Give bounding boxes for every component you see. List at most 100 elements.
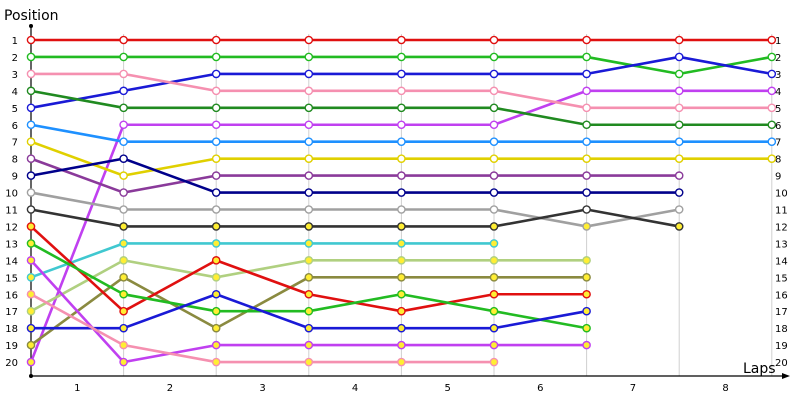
y-tick-label-left: 13: [5, 239, 18, 250]
series-point: [397, 256, 406, 265]
series-point: [582, 69, 591, 79]
y-tick-label-left: 7: [12, 138, 18, 149]
x-tick-label: 2: [167, 383, 173, 394]
y-tick-label-right: 3: [775, 70, 781, 81]
series-line: [26, 154, 684, 197]
series-point: [674, 222, 684, 231]
series-point: [26, 340, 36, 350]
series-point: [489, 120, 499, 130]
series-point: [489, 86, 499, 96]
series-point: [119, 188, 128, 197]
series-point: [489, 52, 499, 62]
series-point: [119, 323, 128, 333]
x-tick-label: 7: [630, 383, 636, 394]
series-point: [211, 357, 221, 367]
series-point: [304, 137, 314, 146]
y-tick-label-right: 14: [775, 256, 788, 267]
series-point: [304, 239, 314, 248]
series-line: [26, 188, 684, 231]
y-tick-label-right: 7: [775, 138, 781, 149]
y-tick-label-left: 17: [5, 307, 18, 318]
series-path: [30, 191, 680, 228]
series-point: [304, 188, 314, 197]
series-point: [304, 289, 314, 299]
y-tick-label-left: 8: [12, 155, 18, 166]
y-tick-label-left: 11: [5, 206, 18, 217]
series-point: [304, 340, 314, 350]
series-line: [26, 86, 777, 130]
series-line: [26, 289, 499, 367]
series-point: [489, 69, 499, 79]
y-tick-label-right: 10: [775, 189, 788, 200]
series-line: [26, 256, 591, 367]
series-point: [304, 205, 314, 214]
series-point: [26, 306, 36, 316]
y-tick-label-left: 3: [12, 70, 18, 81]
series-point: [26, 52, 36, 62]
series-line: [26, 52, 777, 113]
series-point: [26, 154, 36, 163]
series-point: [582, 154, 591, 163]
series-point: [489, 340, 499, 350]
series-point: [397, 323, 406, 333]
series-point: [304, 272, 314, 282]
series-path: [30, 293, 494, 364]
series-point: [26, 120, 36, 130]
series-point: [674, 137, 684, 146]
y-tick-label-right: 1: [775, 36, 781, 47]
y-tick-label-left: 6: [12, 121, 18, 132]
series-point: [397, 272, 406, 282]
series-point: [582, 52, 591, 62]
y-tick-label-right: 11: [775, 206, 788, 217]
y-tick-label-right: 18: [775, 324, 788, 335]
series-point: [119, 357, 128, 367]
origin-dot: [29, 374, 33, 378]
series-path: [30, 157, 680, 194]
series-point: [211, 323, 221, 333]
series-point: [304, 52, 314, 62]
series-point: [489, 323, 499, 333]
series-line: [26, 239, 499, 282]
series-point: [119, 103, 128, 113]
series-point: [582, 340, 591, 350]
series-point: [119, 289, 128, 299]
y-tick-label-left: 18: [5, 324, 18, 335]
y-axis-title: Position: [4, 8, 59, 24]
series-point: [119, 154, 128, 163]
series-point: [674, 120, 684, 130]
x-tick-label: 6: [537, 383, 543, 394]
x-tick-label: 4: [352, 383, 358, 394]
series-point: [767, 69, 777, 79]
series-point: [304, 103, 314, 113]
series-line: [26, 289, 591, 333]
axes: [29, 24, 790, 379]
y-tick-label-right: 6: [775, 121, 781, 132]
y-tick-label-left: 15: [5, 273, 18, 284]
series-point: [489, 289, 499, 299]
series-point: [674, 52, 684, 62]
series-line: [26, 222, 591, 316]
series-point: [26, 357, 36, 367]
series-point: [26, 188, 36, 197]
x-axis-arrow: [782, 373, 790, 379]
series-point: [211, 340, 221, 350]
series-point: [26, 137, 36, 146]
y-axis-arrow: [29, 24, 33, 28]
series-point: [397, 35, 406, 45]
series-point: [489, 35, 499, 45]
series-point: [674, 86, 684, 96]
series-point: [767, 86, 777, 96]
series-point: [211, 137, 221, 146]
series-point: [26, 289, 36, 299]
series-path: [30, 208, 680, 228]
series-point: [767, 52, 777, 62]
series-point: [26, 35, 36, 45]
y-tick-label-right: 9: [775, 172, 781, 183]
series-point: [211, 52, 221, 62]
series-point: [119, 69, 128, 79]
series-point: [397, 52, 406, 62]
series-point: [489, 171, 499, 180]
series-point: [397, 205, 406, 214]
series-line: [26, 120, 777, 146]
y-tick-label-right: 17: [775, 307, 788, 318]
